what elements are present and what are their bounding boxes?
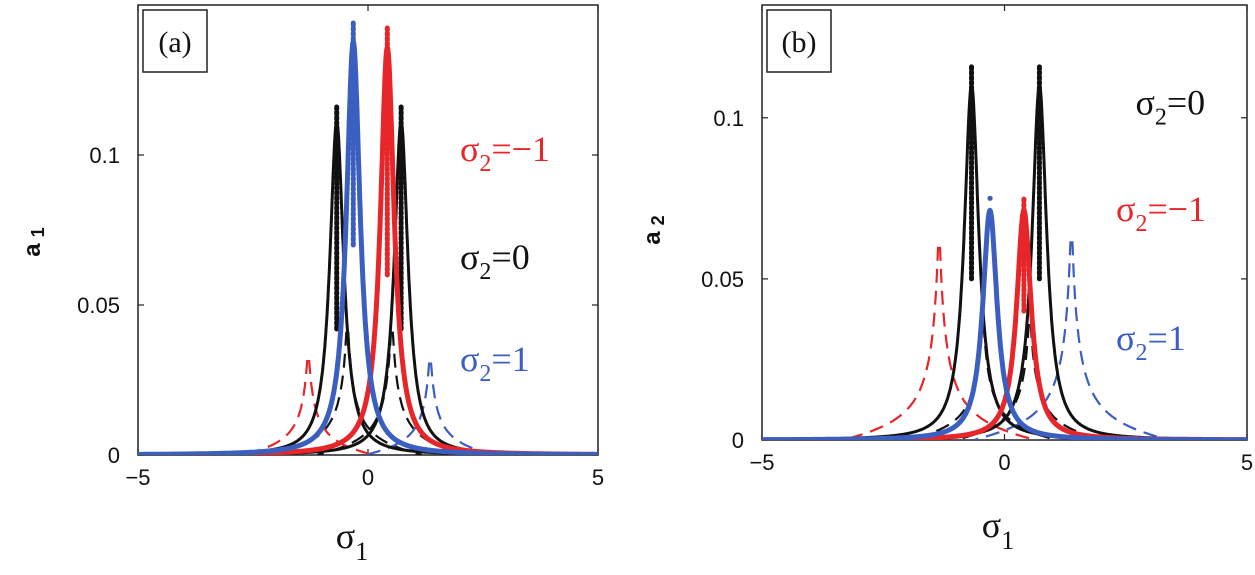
- legend-annotation: σ2=1: [460, 339, 530, 387]
- x-tick-label: −5: [125, 465, 150, 490]
- x-axis-label-sub: 1: [1001, 526, 1014, 555]
- panel-label: (b): [782, 26, 817, 59]
- x-tick-label: −5: [749, 450, 774, 475]
- y-axis-label: a1: [19, 227, 48, 256]
- annotation-value: =1: [1147, 318, 1185, 358]
- annotation-symbol: σ: [1116, 318, 1135, 358]
- y-axis-label-main: a: [639, 231, 666, 245]
- annotation-symbol: σ: [1135, 83, 1154, 123]
- series-1-unstable-branch: [843, 246, 940, 440]
- annotation-value: =−1: [491, 129, 550, 169]
- series-2-stable-branch: [762, 207, 993, 440]
- series-2-stable-branch: [350, 39, 598, 455]
- legend-annotation: σ2=0: [1135, 83, 1205, 131]
- plot-area: [762, 63, 1247, 440]
- y-tick-label: 0: [732, 428, 744, 453]
- x-axis-label: σ1: [982, 505, 1014, 555]
- y-axis-label: a2: [639, 215, 668, 244]
- y-tick-label: 0.1: [89, 143, 120, 168]
- y-tick-label: 0.05: [701, 267, 744, 292]
- annotation-sub: 2: [479, 259, 491, 285]
- series-0-stable-branch: [1037, 83, 1247, 440]
- annotation-sub: 2: [1135, 340, 1147, 366]
- series-0-unstable-branch: [317, 331, 393, 455]
- x-tick-label: 0: [362, 465, 374, 490]
- x-axis-label-sub: 1: [355, 537, 368, 566]
- series-2-unstable-branch: [974, 241, 1072, 440]
- series-2-stable-branch: [987, 207, 1247, 440]
- legend-annotation: σ2=0: [460, 237, 530, 285]
- annotation-sub: 2: [1135, 211, 1147, 237]
- panel-label-box: [142, 9, 208, 73]
- series-2-stable-branch: [138, 39, 356, 455]
- series-0-unstable-branch: [1029, 324, 1104, 440]
- series-2-unstable-branch: [1071, 241, 1169, 440]
- y-tick-label: 0.05: [77, 293, 120, 318]
- series-0-stable-branch: [138, 120, 339, 455]
- x-axis-label-main: σ: [336, 516, 355, 556]
- series-0-stable-branch: [762, 83, 1041, 440]
- panel-label-box: [766, 9, 832, 73]
- series-0-unstable-branch: [347, 331, 423, 455]
- annotation-symbol: σ: [1116, 189, 1135, 229]
- y-axis-label-main: a: [19, 243, 46, 257]
- annotation-symbol: σ: [460, 339, 479, 379]
- plot-area: [138, 17, 598, 455]
- annotation-value: =0: [491, 237, 529, 277]
- y-axis-label-sub: 2: [648, 215, 668, 225]
- annotation-sub: 2: [479, 151, 491, 177]
- series-0-stable-branch: [399, 120, 598, 455]
- panel-label: (a): [158, 26, 191, 59]
- legend-annotation: σ2=−1: [1116, 189, 1206, 237]
- y-tick-label: 0.1: [713, 106, 744, 131]
- plot-curves: [138, 17, 598, 455]
- x-tick-label: 5: [592, 465, 604, 490]
- x-tick-label: 0: [998, 450, 1010, 475]
- x-axis-label: σ1: [336, 516, 368, 566]
- plot-curves: [762, 63, 1247, 440]
- y-tick-label: 0: [108, 443, 120, 468]
- annotation-value: =1: [491, 339, 529, 379]
- y-axis-label-sub: 1: [28, 227, 48, 237]
- annotation-symbol: σ: [460, 129, 479, 169]
- annotation-value: =0: [1167, 83, 1205, 123]
- series-0-stable-branch: [970, 83, 1247, 440]
- series-1-unstable-branch: [938, 246, 1035, 440]
- x-tick-label: 5: [1241, 450, 1253, 475]
- legend-annotation: σ2=1: [1116, 318, 1186, 366]
- x-axis-label-main: σ: [982, 505, 1001, 545]
- annotation-sub: 2: [479, 361, 491, 387]
- annotation-symbol: σ: [460, 237, 479, 277]
- annotation-sub: 2: [1155, 105, 1167, 131]
- legend-annotation: σ2=−1: [460, 129, 550, 177]
- annotation-value: =−1: [1147, 189, 1206, 229]
- series-0-stable-branch: [762, 83, 973, 440]
